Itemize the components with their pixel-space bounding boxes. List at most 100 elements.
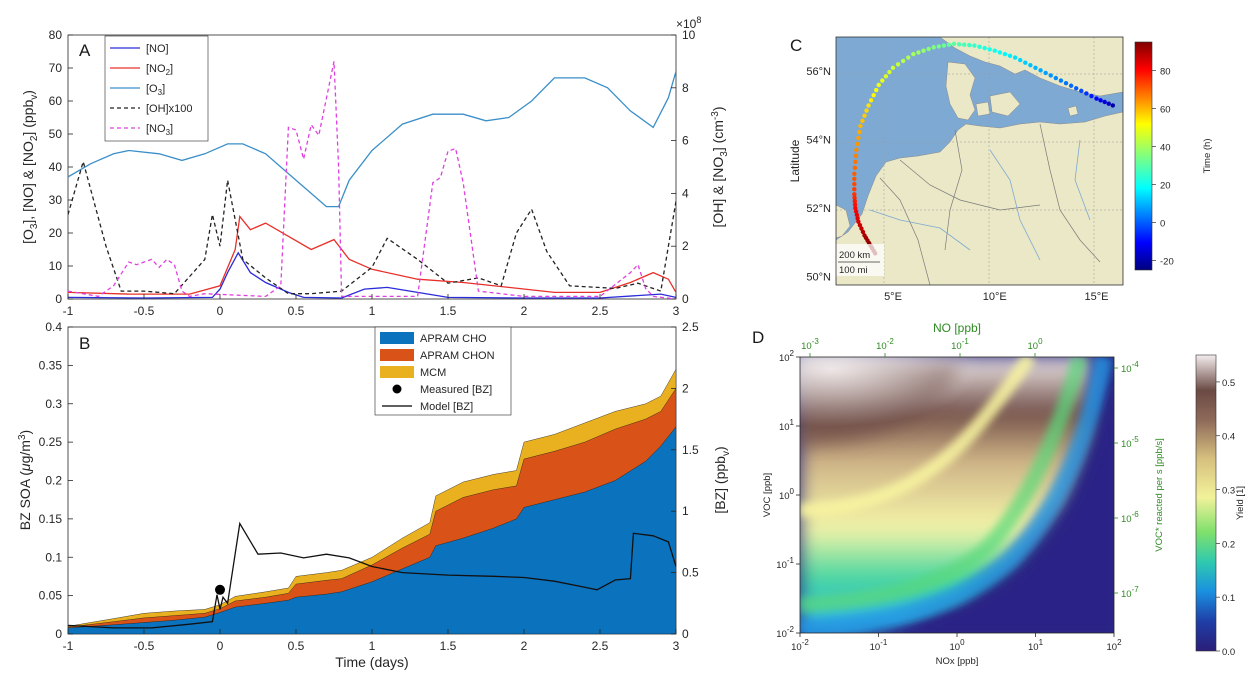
b-ytick-left-label: 0.25: [39, 435, 63, 449]
series-no3: [68, 61, 676, 299]
map-colorbar: [1134, 41, 1153, 271]
trajectory-point: [854, 212, 860, 218]
trajectory-point: [916, 50, 921, 55]
d-xtick-label: 10-1: [870, 638, 888, 653]
d-right-tick-label: 10-5: [1121, 435, 1139, 450]
trajectory-point: [880, 78, 885, 83]
legend-label-b: Model [BZ]: [420, 401, 473, 413]
trajectory-point: [967, 42, 972, 48]
a-ytick-left-label: 60: [49, 94, 63, 108]
d-right-tick-label: 10-6: [1121, 510, 1139, 525]
trajectory-point: [982, 45, 987, 51]
b-ytick-left-label: 0.05: [39, 589, 63, 603]
map-scale-label-km: 200 km: [839, 250, 870, 261]
map-area: 200 km 100 mi: [836, 37, 1123, 285]
trajectory-point: [946, 42, 952, 47]
map-rivers: [869, 139, 1091, 261]
trajectory-point: [1012, 55, 1018, 60]
trajectory-point: [1058, 78, 1064, 83]
trajectory-point: [1043, 70, 1048, 76]
trajectory-point: [895, 62, 901, 67]
trajectory-point: [1102, 99, 1107, 105]
trajectory-point: [956, 42, 962, 47]
panel-b-letter: B: [79, 334, 90, 353]
legend-label-oh: [OH]x100: [146, 103, 192, 115]
map-ylabel: Latitude: [788, 139, 802, 182]
b-ytick-right-label: 0: [682, 627, 689, 641]
map-colorbar-label: Time (h): [1202, 138, 1213, 173]
trajectory-point: [853, 205, 858, 211]
a-xtick-label: -1: [63, 304, 74, 318]
trajectory-point: [890, 65, 896, 70]
legend-label-b: APRAM CHON: [420, 350, 495, 362]
a-ytick-left-label: 70: [49, 61, 63, 75]
d-ytick-label: 10-1: [776, 556, 794, 571]
panel-a-legend: [NO] [NO2] [O3] [OH]x100 [NO3]: [104, 35, 209, 142]
panel-a-left-axis-label: [O3], [NO] & [NO2] (ppbv): [20, 90, 40, 244]
trajectory-point: [1098, 98, 1103, 103]
map-cbar-tick-label: 20: [1160, 181, 1171, 192]
legend-label-no3: [NO3]: [146, 123, 173, 137]
trajectory-point: [858, 123, 863, 129]
a-ytick-right-label: 10: [682, 28, 696, 42]
b-xtick-label: 2: [521, 639, 528, 653]
d-xtick-label: 100: [949, 638, 965, 653]
panel-a: -1 -0.5 0 0.5 1 1.5 2 2.5 3010203040506070800246…: [20, 15, 730, 318]
trajectory-point: [1094, 96, 1099, 101]
line-model-bz: [68, 521, 676, 629]
trajectory-point: [906, 55, 911, 60]
series-o3: [68, 71, 676, 208]
trajectory-point: [1028, 63, 1033, 68]
trajectory-point: [852, 181, 857, 187]
d-cbar-tick-label: 0.4: [1222, 432, 1235, 443]
a-ytick-right-label: 4: [682, 186, 689, 200]
panel-a-right-multiplier: ×108: [676, 15, 701, 31]
map-lon-tick: 10°E: [983, 291, 1007, 303]
legend-swatch-mcm: [380, 366, 414, 378]
a-xtick-label: 1: [369, 304, 376, 318]
d-top-tick-label: 100: [1027, 337, 1043, 352]
b-ytick-right-label: 2: [682, 381, 689, 395]
d-top-tick-label: 10-2: [876, 337, 894, 352]
heatmap-area: [800, 357, 1114, 633]
trajectory-point: [997, 50, 1003, 55]
panel-c-letter: C: [790, 36, 802, 55]
heatmap-colorbar-label-text: Yield [1]: [1235, 486, 1246, 520]
trajectory-point: [860, 118, 865, 124]
trajectory-point: [883, 74, 889, 79]
trajectory-point: [876, 82, 881, 88]
trajectory-point: [854, 147, 859, 153]
b-xtick-label: -0.5: [134, 639, 155, 653]
panel-b-left-axis-label: BZ SOA (μg/m3): [17, 430, 33, 530]
map-lat-tick: 56°N: [806, 66, 831, 78]
trajectory-point: [992, 48, 997, 53]
legend-label-b: Measured [BZ]: [420, 384, 492, 396]
map-lat-tick: 54°N: [806, 135, 831, 147]
a-xtick-label: 3: [673, 304, 680, 318]
legend-swatch-measured: [392, 384, 402, 394]
map-land-continent: [836, 111, 1123, 285]
trajectory-point: [856, 135, 861, 141]
panel-b-left-axis-label-text: BZ SOA (μg/m3): [17, 430, 33, 530]
map-lon-tick: 15°E: [1085, 291, 1109, 303]
b-xtick-label: 3: [673, 639, 680, 653]
map-land-denmark: [945, 61, 976, 121]
d-cbar-tick-label: 0.3: [1222, 486, 1235, 497]
a-ytick-right-label: 6: [682, 134, 689, 148]
map-cbar-tick-label: 60: [1160, 105, 1171, 116]
trajectory-point: [859, 226, 864, 231]
heatmap-y-label: VOC [ppb]: [762, 473, 773, 517]
trajectory-point: [887, 69, 892, 75]
map-land-bornholm: [1067, 105, 1079, 117]
trajectory-point: [860, 229, 866, 235]
map-land-uk: [836, 204, 851, 239]
d-top-tick-label: 10-3: [801, 337, 819, 352]
panel-a-left-axis-label-text: [O3], [NO] & [NO2] (ppbv): [20, 90, 40, 244]
trajectory-point: [1033, 65, 1038, 70]
b-ytick-left-label: 0.1: [45, 550, 62, 564]
panel-b-right-axis-label: [BZ] (ppbv): [712, 446, 732, 513]
a-ytick-right-label: 2: [682, 239, 689, 253]
trajectory-point: [941, 43, 947, 48]
map-ylabel-text: Latitude: [788, 139, 802, 182]
